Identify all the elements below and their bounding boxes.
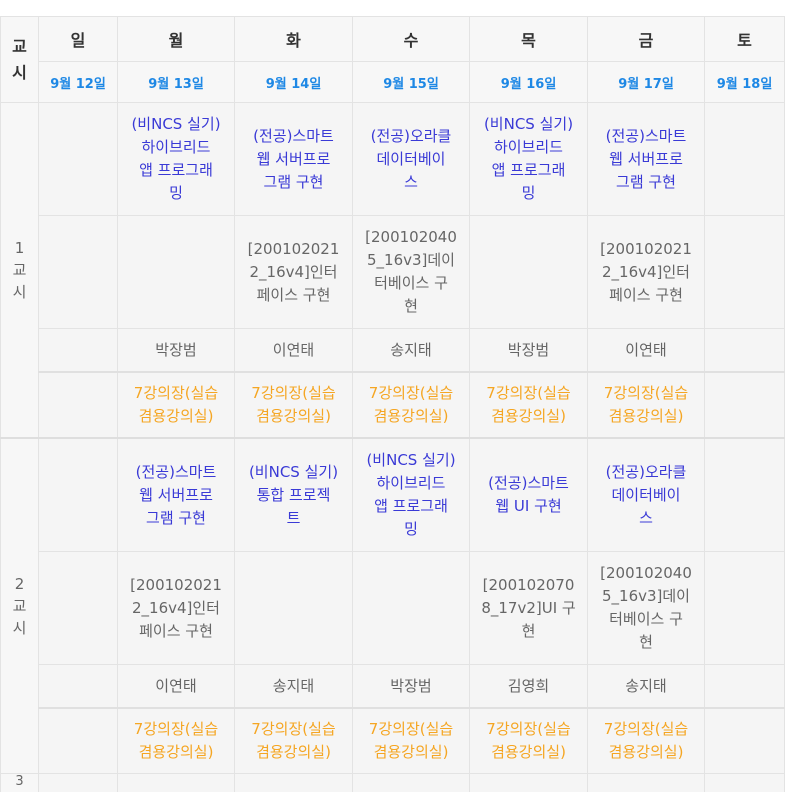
subject-cell-thu: (비NCS 실기) 하이브리드 앱 프로그래 밍 — [469, 102, 588, 216]
period-label-3: 3 — [0, 773, 39, 792]
room-cell-mon: 7강의장(실습 겸용강의실) — [117, 707, 235, 774]
day-header-sat: 토 — [704, 16, 785, 62]
subject-cell-tue — [234, 773, 353, 792]
teacher-cell-mon: 박장범 — [117, 328, 235, 373]
code-cell-mon — [117, 215, 235, 329]
day-header-tue: 화 — [234, 16, 353, 62]
code-cell-thu: [200102070 8_17v2]UI 구 현 — [469, 551, 588, 665]
subject-cell-mon: (비NCS 실기) 하이브리드 앱 프로그래 밍 — [117, 102, 235, 216]
code-cell-sun — [38, 551, 118, 665]
teacher-cell-tue: 이연태 — [234, 328, 353, 373]
teacher-cell-thu: 박장범 — [469, 328, 588, 373]
code-cell-tue — [234, 551, 353, 665]
date-tue: 9월 14일 — [234, 61, 353, 103]
code-cell-mon: [200102021 2_16v4]인터 페이스 구현 — [117, 551, 235, 665]
code-cell-fri: [200102040 5_16v3]데이 터베이스 구 현 — [587, 551, 705, 665]
room-cell-tue: 7강의장(실습 겸용강의실) — [234, 707, 353, 774]
subject-cell-sun — [38, 102, 118, 216]
code-cell-thu — [469, 215, 588, 329]
subject-cell-thu — [469, 773, 588, 792]
date-sun: 9월 12일 — [38, 61, 118, 103]
teacher-cell-thu: 김영희 — [469, 664, 588, 709]
subject-cell-fri — [587, 773, 705, 792]
teacher-cell-sat — [704, 328, 785, 373]
day-header-mon: 월 — [117, 16, 235, 62]
teacher-cell-tue: 송지태 — [234, 664, 353, 709]
room-cell-mon: 7강의장(실습 겸용강의실) — [117, 371, 235, 439]
room-cell-sun — [38, 707, 118, 774]
teacher-cell-wed: 송지태 — [352, 328, 470, 373]
teacher-cell-sat — [704, 664, 785, 709]
code-cell-wed: [200102040 5_16v3]데이 터베이스 구 현 — [352, 215, 470, 329]
code-cell-sat — [704, 551, 785, 665]
subject-cell-sat — [704, 773, 785, 792]
date-fri: 9월 17일 — [587, 61, 705, 103]
subject-cell-thu: (전공)스마트 웹 UI 구현 — [469, 437, 588, 552]
subject-cell-tue: (전공)스마트 웹 서버프로 그램 구현 — [234, 102, 353, 216]
code-cell-sun — [38, 215, 118, 329]
date-wed: 9월 15일 — [352, 61, 470, 103]
code-cell-fri: [200102021 2_16v4]인터 페이스 구현 — [587, 215, 705, 329]
subject-cell-sat — [704, 437, 785, 552]
subject-cell-wed: (전공)오라클 데이터베이 스 — [352, 102, 470, 216]
teacher-cell-mon: 이연태 — [117, 664, 235, 709]
subject-cell-sun — [38, 437, 118, 552]
day-header-sun: 일 — [38, 16, 118, 62]
period-label-1: 1 교 시 — [0, 102, 39, 439]
day-header-fri: 금 — [587, 16, 705, 62]
subject-cell-wed: (비NCS 실기) 하이브리드 앱 프로그래 밍 — [352, 437, 470, 552]
teacher-cell-sun — [38, 664, 118, 709]
teacher-cell-wed: 박장범 — [352, 664, 470, 709]
room-cell-thu: 7강의장(실습 겸용강의실) — [469, 371, 588, 439]
subject-cell-mon — [117, 773, 235, 792]
code-cell-wed — [352, 551, 470, 665]
subject-cell-tue: (비NCS 실기) 통합 프로젝 트 — [234, 437, 353, 552]
room-cell-fri: 7강의장(실습 겸용강의실) — [587, 371, 705, 439]
room-cell-sat — [704, 371, 785, 439]
subject-cell-wed — [352, 773, 470, 792]
room-cell-thu: 7강의장(실습 겸용강의실) — [469, 707, 588, 774]
subject-cell-fri: (전공)오라클 데이터베이 스 — [587, 437, 705, 552]
teacher-cell-fri: 송지태 — [587, 664, 705, 709]
code-cell-sat — [704, 215, 785, 329]
day-header-wed: 수 — [352, 16, 470, 62]
date-mon: 9월 13일 — [117, 61, 235, 103]
room-cell-fri: 7강의장(실습 겸용강의실) — [587, 707, 705, 774]
timetable: 교 시 일 월 화 수 목 금 토 9월 12일 9월 13일 9월 14일 9… — [0, 16, 785, 792]
subject-cell-sun — [38, 773, 118, 792]
teacher-cell-fri: 이연태 — [587, 328, 705, 373]
date-thu: 9월 16일 — [469, 61, 588, 103]
room-cell-sun — [38, 371, 118, 439]
day-header-thu: 목 — [469, 16, 588, 62]
period-column-header: 교 시 — [0, 16, 39, 103]
room-cell-wed: 7강의장(실습 겸용강의실) — [352, 707, 470, 774]
subject-cell-fri: (전공)스마트 웹 서버프로 그램 구현 — [587, 102, 705, 216]
teacher-cell-sun — [38, 328, 118, 373]
room-cell-sat — [704, 707, 785, 774]
room-cell-tue: 7강의장(실습 겸용강의실) — [234, 371, 353, 439]
date-sat: 9월 18일 — [704, 61, 785, 103]
subject-cell-sat — [704, 102, 785, 216]
room-cell-wed: 7강의장(실습 겸용강의실) — [352, 371, 470, 439]
period-label-2: 2 교 시 — [0, 437, 39, 774]
subject-cell-mon: (전공)스마트 웹 서버프로 그램 구현 — [117, 437, 235, 552]
code-cell-tue: [200102021 2_16v4]인터 페이스 구현 — [234, 215, 353, 329]
